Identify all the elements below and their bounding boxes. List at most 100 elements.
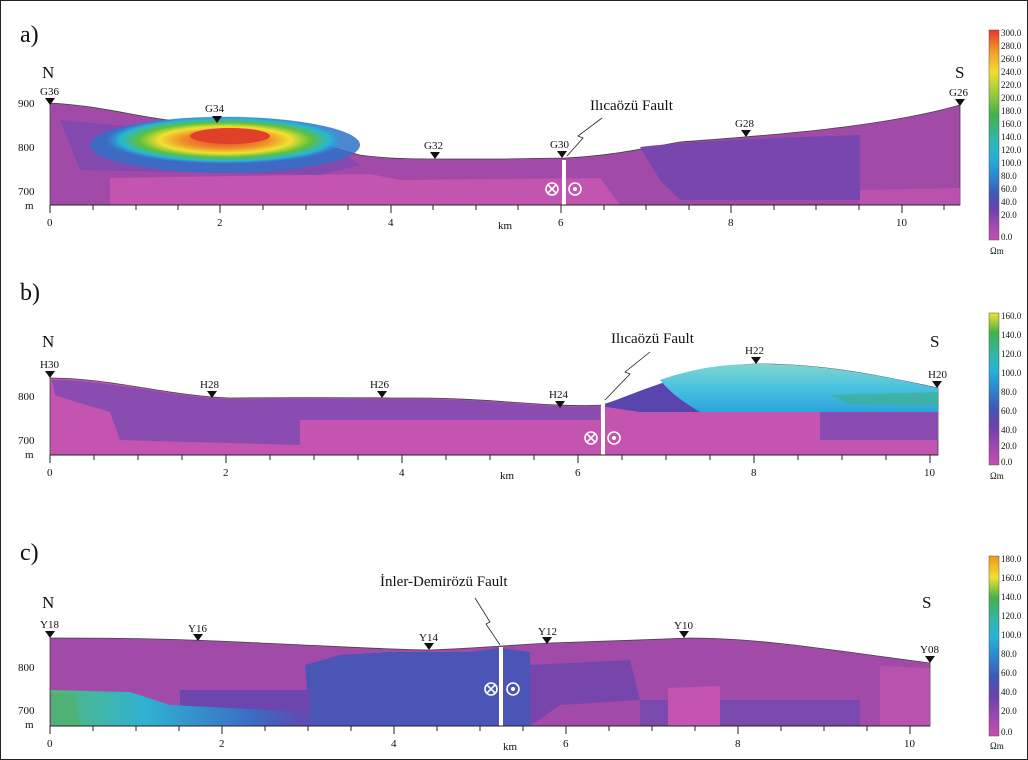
panel-c-x-axis: 0 2 4 6 8 10 km xyxy=(47,725,930,753)
x-tick: 0 xyxy=(47,467,53,479)
panel-c-fault-pointer xyxy=(474,597,501,646)
colorbar-tick: 120.0 xyxy=(1001,349,1022,359)
panel-b-x-axis: 0 2 4 6 8 10 km xyxy=(47,454,938,482)
triangle-down-icon xyxy=(430,152,440,159)
colorbar-tick: 300.0 xyxy=(1001,28,1022,38)
triangle-down-icon xyxy=(925,656,935,663)
triangle-down-icon xyxy=(424,643,434,650)
elev-tick: 900 xyxy=(18,98,35,110)
station-label: Y18 xyxy=(40,619,59,631)
triangle-down-icon xyxy=(679,631,689,638)
panel-b-conductive-layer xyxy=(52,380,600,445)
elev-tick: 800 xyxy=(18,142,35,154)
panel-b-fault-pointer xyxy=(604,351,651,401)
tick-marks xyxy=(49,205,945,213)
colorbar-tick: 60.0 xyxy=(1001,184,1017,194)
colorbar-tick: 160.0 xyxy=(1001,119,1022,129)
colorbar-tick: 140.0 xyxy=(1001,132,1022,142)
station-label: Y08 xyxy=(920,644,939,656)
colorbar-tick: 80.0 xyxy=(1001,387,1017,397)
colorbar-tick: 100.0 xyxy=(1001,630,1022,640)
panel-b-colorbar: 160.0 140.0 120.0 100.0 80.0 60.0 40.0 2… xyxy=(988,311,1022,481)
panel-b-green-lens xyxy=(830,392,938,406)
colorbar-tick: 160.0 xyxy=(1001,573,1022,583)
colorbar-tick: 180.0 xyxy=(1001,554,1022,564)
colorbar-unit: Ωm xyxy=(990,471,1004,481)
x-tick: 0 xyxy=(47,217,53,229)
colorbar-tick: 140.0 xyxy=(1001,330,1022,340)
x-unit: km xyxy=(503,741,518,753)
triangle-down-icon xyxy=(555,401,565,408)
circled-dot-icon xyxy=(607,431,621,445)
colorbar-tick: 140.0 xyxy=(1001,592,1022,602)
colorbar-tick: 40.0 xyxy=(1001,197,1017,207)
station-label: G32 xyxy=(424,140,443,152)
station-label: Y14 xyxy=(419,632,438,644)
circled-dot-icon xyxy=(568,182,582,196)
station-label: H24 xyxy=(549,389,568,401)
colorbar-tick: 60.0 xyxy=(1001,406,1017,416)
x-tick: 6 xyxy=(563,738,569,750)
x-tick: 2 xyxy=(217,217,223,229)
colorbar-tick: 40.0 xyxy=(1001,687,1017,697)
panel-c-fault-label: İnler-Demirözü Fault xyxy=(380,574,508,590)
colorbar-unit: Ωm xyxy=(990,741,1004,751)
colorbar-tick: 220.0 xyxy=(1001,80,1022,90)
colorbar-tick: 240.0 xyxy=(1001,67,1022,77)
elev-tick: 700 xyxy=(18,705,35,717)
station-label: G28 xyxy=(735,118,754,130)
panel-c-green-core xyxy=(51,693,80,726)
x-tick: 2 xyxy=(223,467,229,479)
colorbar-tick: 20.0 xyxy=(1001,210,1017,220)
panel-a-south-label: S xyxy=(955,63,964,82)
panel-c-elevation-axis: 800 700 m xyxy=(18,662,35,731)
panel-b-label: b) xyxy=(20,280,40,306)
elev-unit: m xyxy=(25,719,34,731)
x-tick: 4 xyxy=(391,738,397,750)
station-label: H26 xyxy=(370,379,389,391)
colorbar-tick: 280.0 xyxy=(1001,41,1022,51)
station-label: H22 xyxy=(745,345,764,357)
triangle-down-icon xyxy=(207,391,217,398)
triangle-down-icon xyxy=(542,637,552,644)
panel-a-x-axis: 0 2 4 6 8 10 km xyxy=(47,204,960,232)
colorbar-tick: 80.0 xyxy=(1001,649,1017,659)
station-label: H30 xyxy=(40,359,59,371)
station-label: G36 xyxy=(40,86,59,98)
colorbar-tick: 100.0 xyxy=(1001,158,1022,168)
colorbar-tick: 160.0 xyxy=(1001,311,1022,321)
station-label: H20 xyxy=(928,369,947,381)
triangle-down-icon xyxy=(741,130,751,137)
station-label: Y16 xyxy=(188,623,207,635)
station-label: Y10 xyxy=(674,620,693,632)
station-label: G30 xyxy=(550,139,569,151)
panel-a-fault-label: Ilıcaözü Fault xyxy=(590,98,674,114)
panel-a-low-resistivity-layer-2 xyxy=(860,188,960,205)
x-tick: 10 xyxy=(924,467,936,479)
colorbar-tick: 120.0 xyxy=(1001,145,1022,155)
panel-b-stations: H30 H28 H26 H24 H22 H20 xyxy=(40,345,947,408)
panel-b-lower-purple xyxy=(820,412,938,440)
triangle-down-icon xyxy=(45,98,55,105)
panel-a-colorbar: 300.0 280.0 260.0 240.0 220.0 200.0 180.… xyxy=(988,28,1022,256)
x-tick: 8 xyxy=(728,217,734,229)
circled-dot-icon xyxy=(506,682,520,696)
triangle-down-icon xyxy=(212,116,222,123)
x-tick: 4 xyxy=(399,467,405,479)
triangle-down-icon xyxy=(45,631,55,638)
panel-a-fault-pointer xyxy=(566,117,603,157)
colorbar-ticks: 180.0 160.0 140.0 120.0 100.0 80.0 60.0 … xyxy=(1001,554,1022,737)
x-unit: km xyxy=(500,470,515,482)
colorbar-ticks: 160.0 140.0 120.0 100.0 80.0 60.0 40.0 2… xyxy=(1001,311,1022,467)
colorbar-tick: 60.0 xyxy=(1001,668,1017,678)
triangle-down-icon xyxy=(932,381,942,388)
elev-tick: 700 xyxy=(18,186,35,198)
colorbar-tick: 260.0 xyxy=(1001,54,1022,64)
panel-a-resistive-core xyxy=(190,128,270,144)
panel-c-low-resistivity-pocket xyxy=(668,686,720,726)
elev-unit: m xyxy=(25,200,34,212)
x-tick: 0 xyxy=(47,738,53,750)
circled-x-icon xyxy=(484,682,498,696)
station-label: Y12 xyxy=(538,626,557,638)
